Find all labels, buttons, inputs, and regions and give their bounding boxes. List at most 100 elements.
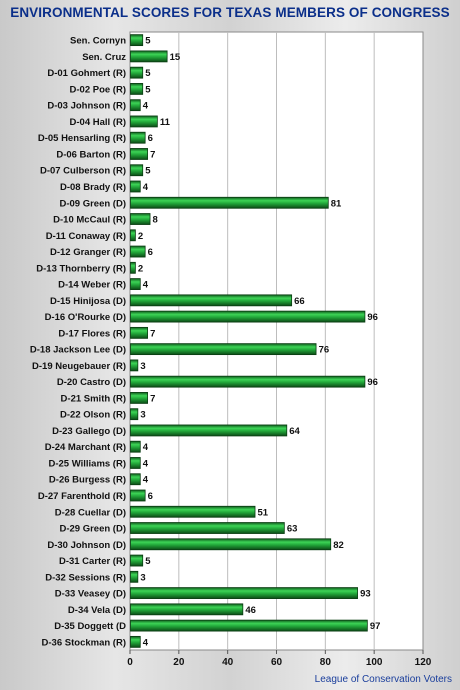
bar <box>130 554 144 567</box>
value-label: 4 <box>143 442 149 453</box>
category-label: D-34 Vela (D) <box>68 605 126 616</box>
x-tick-label: 120 <box>415 657 432 668</box>
value-label: 76 <box>319 345 330 356</box>
category-label: D-02 Poe (R) <box>70 84 126 95</box>
category-label: D-21 Smith (R) <box>61 393 126 404</box>
bar <box>130 359 139 372</box>
bar <box>130 408 139 421</box>
bar <box>130 522 285 534</box>
bar <box>130 505 256 518</box>
bar <box>130 180 141 193</box>
x-axis-ticks: 0 20 40 60 80 100 120 <box>127 650 432 668</box>
value-label: 46 <box>245 605 256 616</box>
category-label: D-12 Granger (R) <box>50 247 126 258</box>
value-label: 63 <box>287 524 298 535</box>
value-label: 96 <box>367 312 378 323</box>
category-label: D-14 Weber (R) <box>58 280 126 291</box>
bar <box>130 603 244 616</box>
category-label: D-13 Thornberry (R) <box>36 263 126 274</box>
category-label: D-33 Veasey (D) <box>55 589 126 600</box>
category-label: D-04 Hall (R) <box>70 117 126 128</box>
value-label: 4 <box>143 101 149 112</box>
bar <box>130 619 368 632</box>
category-label: D-15 Hinijosa (D) <box>50 296 126 307</box>
x-tick-label: 100 <box>366 657 383 668</box>
x-tick-label: 80 <box>320 657 332 668</box>
value-label: 5 <box>145 68 151 79</box>
bar <box>130 570 139 583</box>
category-label: D-36 Stockman (R) <box>42 637 126 648</box>
bar <box>130 131 146 144</box>
category-label: D-19 Neugebauer (R) <box>32 361 126 372</box>
value-label: 4 <box>143 458 149 469</box>
value-label: 51 <box>258 507 269 518</box>
bar <box>130 229 136 242</box>
category-label: D-31 Carter (R) <box>59 556 126 567</box>
value-label: 7 <box>150 393 155 404</box>
value-label: 81 <box>331 198 342 209</box>
value-label: 97 <box>370 621 381 632</box>
bar <box>130 34 144 47</box>
bar <box>130 635 141 648</box>
bar <box>130 489 146 502</box>
value-label: 5 <box>145 556 151 567</box>
bar <box>130 115 158 128</box>
bar <box>130 196 329 209</box>
bar <box>130 50 168 63</box>
bar <box>130 424 288 437</box>
category-label: D-25 Williams (R) <box>48 458 126 469</box>
bar <box>130 392 148 404</box>
value-label: 96 <box>367 377 378 388</box>
bar <box>130 261 136 274</box>
value-label: 11 <box>160 117 171 128</box>
value-label: 4 <box>143 280 149 291</box>
category-label: D-17 Flores (R) <box>58 328 126 339</box>
category-label: D-32 Sessions (R) <box>45 572 126 583</box>
category-label: D-03 Johnson (R) <box>47 101 126 112</box>
category-label: D-28 Cuellar (D) <box>55 507 126 518</box>
value-label: 64 <box>289 426 300 437</box>
category-label: D-20 Castro (D) <box>57 377 126 388</box>
bar <box>130 245 146 258</box>
value-label: 6 <box>148 133 153 144</box>
value-label: 15 <box>170 52 181 63</box>
value-label: 5 <box>145 84 151 95</box>
category-label: D-01 Gohmert (R) <box>47 68 126 79</box>
bar <box>130 473 141 486</box>
value-label: 66 <box>294 296 305 307</box>
category-label: D-22 Olson (R) <box>60 410 126 421</box>
value-label: 93 <box>360 589 371 600</box>
category-label: Sen. Cruz <box>82 52 126 63</box>
value-label: 4 <box>143 637 149 648</box>
bar <box>130 310 366 323</box>
bar <box>130 457 141 469</box>
category-label: D-26 Burgess (R) <box>49 475 126 486</box>
bar <box>130 587 358 599</box>
bar <box>130 66 144 79</box>
category-label: D-35 Doggett (D <box>54 621 126 632</box>
source-note: League of Conservation Voters <box>314 674 452 685</box>
bar <box>130 343 317 356</box>
bar <box>130 375 366 388</box>
value-label: 6 <box>148 247 153 258</box>
bar <box>130 164 144 177</box>
value-label: 5 <box>145 166 151 177</box>
x-tick-label: 40 <box>222 657 234 668</box>
value-label: 3 <box>140 572 145 583</box>
category-labels: Sen. Cornyn Sen. Cruz D-01 Gohmert (R) D-02… <box>30 36 126 649</box>
bar <box>130 148 148 160</box>
value-label: 3 <box>140 361 145 372</box>
category-label: D-18 Jackson Lee (D) <box>30 345 126 356</box>
category-label: D-05 Hensarling (R) <box>38 133 126 144</box>
bars <box>130 34 368 648</box>
bar <box>130 440 141 453</box>
bar <box>130 278 141 290</box>
value-label: 5 <box>145 36 151 47</box>
value-label: 2 <box>138 263 143 274</box>
value-label: 3 <box>140 410 145 421</box>
value-label: 8 <box>153 215 158 226</box>
category-label: Sen. Cornyn <box>70 36 126 47</box>
value-label: 6 <box>148 491 153 502</box>
category-label: D-08 Brady (R) <box>60 182 126 193</box>
